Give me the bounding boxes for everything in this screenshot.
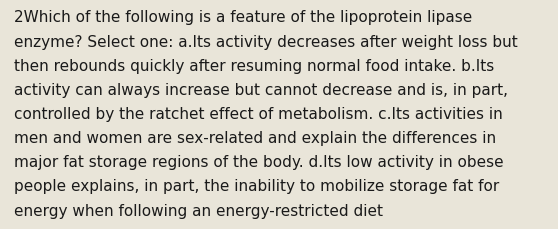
Text: controlled by the ratchet effect of metabolism. c.Its activities in: controlled by the ratchet effect of meta…	[14, 106, 503, 121]
Text: enzyme? Select one: a.Its activity decreases after weight loss but: enzyme? Select one: a.Its activity decre…	[14, 34, 518, 49]
Text: then rebounds quickly after resuming normal food intake. b.Its: then rebounds quickly after resuming nor…	[14, 58, 494, 73]
Text: 2Which of the following is a feature of the lipoprotein lipase: 2Which of the following is a feature of …	[14, 10, 472, 25]
Text: men and women are sex-related and explain the differences in: men and women are sex-related and explai…	[14, 131, 496, 145]
Text: major fat storage regions of the body. d.Its low activity in obese: major fat storage regions of the body. d…	[14, 155, 503, 169]
Text: activity can always increase but cannot decrease and is, in part,: activity can always increase but cannot …	[14, 82, 508, 97]
Text: people explains, in part, the inability to mobilize storage fat for: people explains, in part, the inability …	[14, 179, 499, 194]
Text: energy when following an energy-restricted diet: energy when following an energy-restrict…	[14, 203, 383, 218]
